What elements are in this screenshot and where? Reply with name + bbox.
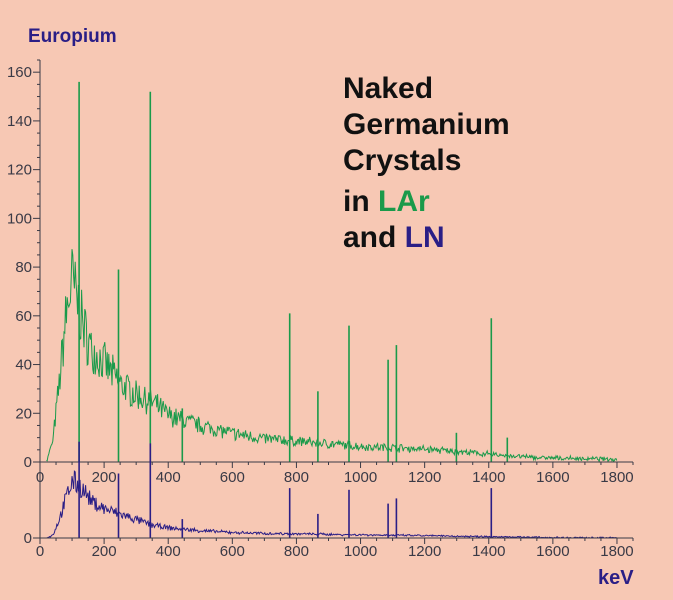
ln-axes: 0 200 400 600 800 1000 1200 1400 1600 1800 0 <box>24 440 634 560</box>
ln-x-tick-label: 1200 <box>408 543 441 560</box>
lar-y-tick-label: 0 <box>24 454 32 471</box>
title-and-text: and <box>343 221 405 254</box>
title-line-3: Crystals <box>343 144 461 177</box>
lar-x-tick-label: 800 <box>284 469 309 486</box>
lar-y-tick-label: 140 <box>7 113 32 130</box>
lar-x-tick-label: 1200 <box>408 469 441 486</box>
ln-x-tick-label: 400 <box>156 543 181 560</box>
lar-y-tick-label: 80 <box>15 259 32 276</box>
title-line-2: Germanium <box>343 108 510 141</box>
europium-label: Europium <box>28 26 117 47</box>
ln-x-tick-label: 1600 <box>536 543 569 560</box>
lar-x-tick-label: 1800 <box>600 469 633 486</box>
lar-x-tick-label: 400 <box>156 469 181 486</box>
lar-y-tick-label: 100 <box>7 210 32 227</box>
ln-panel: 0 200 400 600 800 1000 1200 1400 1600 1800 0 <box>24 440 634 560</box>
title-line-1: Naked <box>343 72 433 105</box>
lar-panel: 0 200 400 600 800 1000 1200 1400 1600 18000204060… <box>7 59 634 486</box>
title-ln-highlight: LN <box>405 221 445 254</box>
lar-y-tick-label: 20 <box>15 405 32 422</box>
lar-continuum-line <box>46 249 618 463</box>
lar-x-tick-label: 600 <box>220 469 245 486</box>
ln-spectrum <box>46 441 618 539</box>
lar-x-tick-label: 1400 <box>472 469 505 486</box>
lar-y-tick-label: 40 <box>15 357 32 374</box>
kev-label: keV <box>598 567 634 589</box>
lar-y-tick-label: 120 <box>7 162 32 179</box>
ln-y-tick-label: 0 <box>24 530 32 547</box>
ln-x-tick-label: 600 <box>220 543 245 560</box>
ln-x-tick-label: 1400 <box>472 543 505 560</box>
lar-axes: 0 200 400 600 800 1000 1200 1400 1600 18000204060… <box>7 59 634 486</box>
title-in-text: in <box>343 185 378 218</box>
chart-title: Naked Germanium Crystals in LAr and LN <box>343 72 510 254</box>
ln-x-tick-label: 200 <box>92 543 117 560</box>
lar-x-tick-label: 1600 <box>536 469 569 486</box>
ln-x-tick-label: 1000 <box>344 543 377 560</box>
ln-x-tick-label: 800 <box>284 543 309 560</box>
ln-x-tick-label: 0 <box>36 543 44 560</box>
lar-x-tick-label: 1000 <box>344 469 377 486</box>
title-line-5: and LN <box>343 221 445 254</box>
lar-x-tick-label: 200 <box>92 469 117 486</box>
lar-spectrum <box>46 81 618 463</box>
ln-x-tick-label: 1800 <box>600 543 633 560</box>
title-lar-highlight: LAr <box>378 185 430 218</box>
ln-continuum-line <box>46 470 618 539</box>
lar-y-tick-label: 60 <box>15 308 32 325</box>
title-line-4: in LAr <box>343 185 430 218</box>
lar-y-tick-label: 160 <box>7 64 32 81</box>
